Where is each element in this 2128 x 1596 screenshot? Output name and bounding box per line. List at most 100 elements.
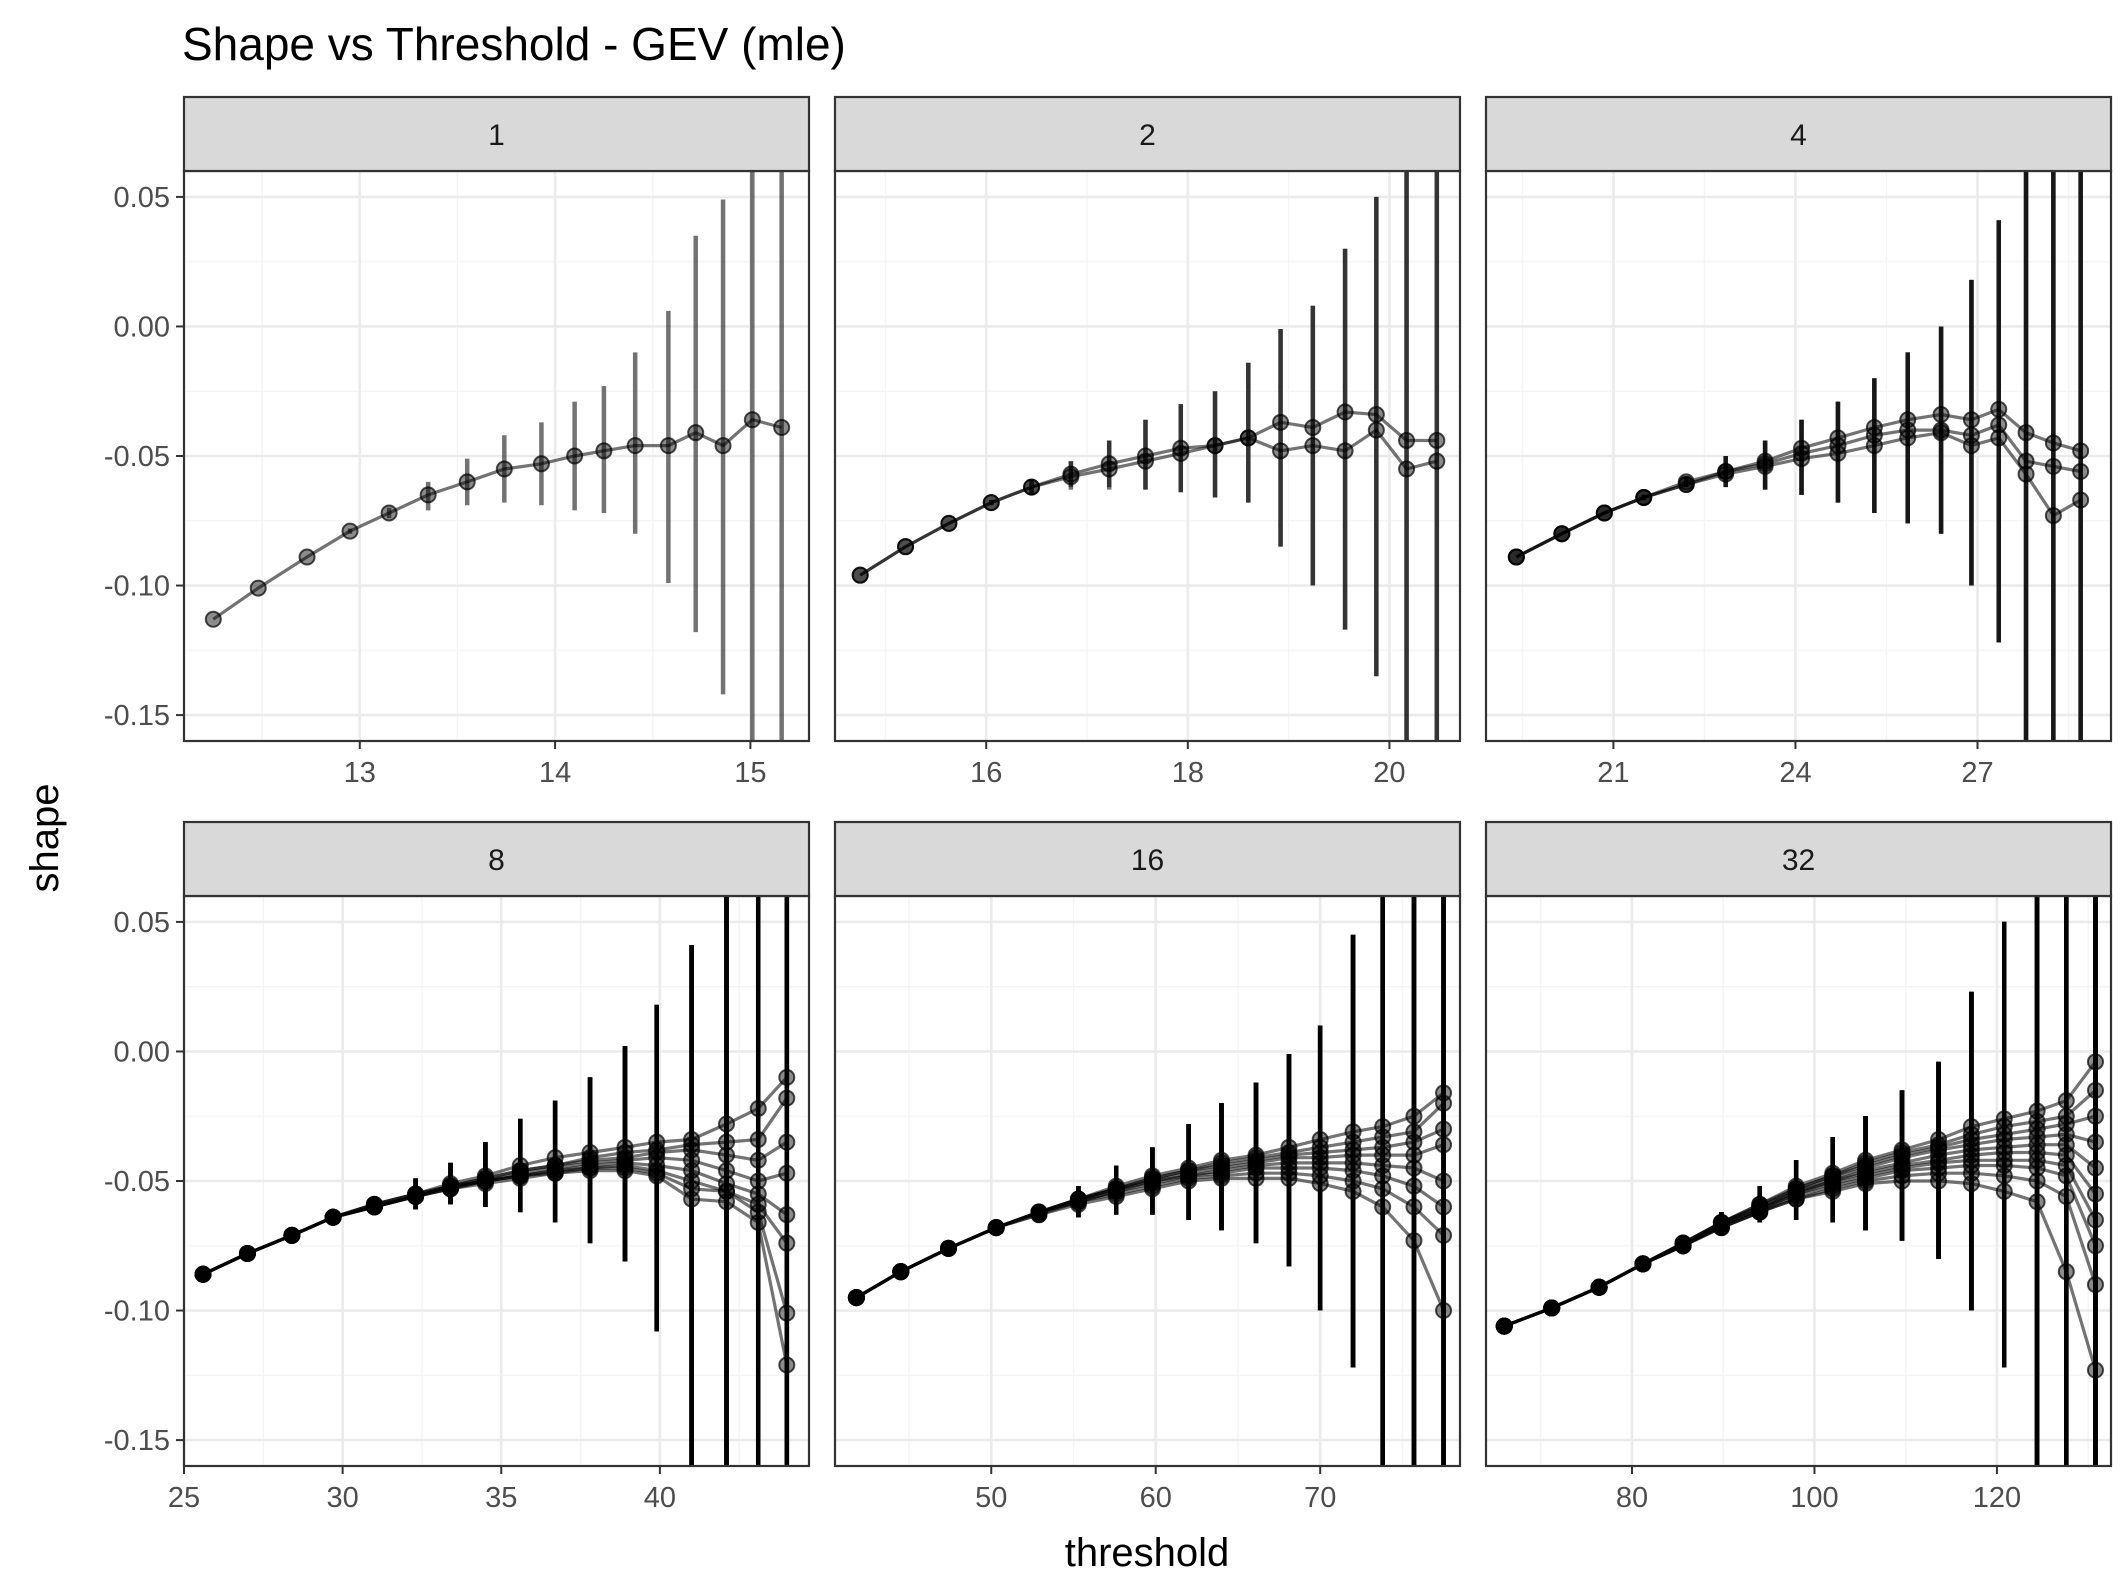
data-point <box>773 419 791 436</box>
x-tick-label: 18 <box>1172 757 1204 789</box>
data-point <box>1634 1255 1652 1273</box>
facet-panel-16: 16 50 60 70 <box>833 820 1462 1514</box>
y-tick-label: 0.00 <box>114 1036 170 1068</box>
y-tick-label: -0.05 <box>104 441 170 473</box>
series-line <box>1515 431 2082 559</box>
x-tick-label: 15 <box>734 757 766 789</box>
data-point <box>380 504 398 522</box>
x-tick-label: 25 <box>168 1482 200 1514</box>
data-point <box>495 460 513 478</box>
data-point <box>1635 488 1653 506</box>
data-point <box>2028 1193 2046 1211</box>
data-point <box>283 1226 301 1244</box>
data-point <box>1543 1299 1561 1317</box>
data-point <box>1595 504 1613 522</box>
data-point <box>1398 460 1416 478</box>
data-point <box>1143 1180 1161 1198</box>
data-point <box>2086 1361 2104 1379</box>
facet-strip-label: 2 <box>1139 119 1156 152</box>
data-point <box>1553 525 1571 543</box>
data-point <box>249 579 267 597</box>
data-point <box>1069 1195 1087 1213</box>
facet-strip <box>182 820 811 898</box>
data-point <box>546 1164 564 1182</box>
facet-strip-label: 8 <box>488 844 505 877</box>
data-point <box>1239 429 1257 447</box>
data-point <box>1751 1203 1769 1221</box>
data-point <box>1899 429 1917 447</box>
chart-title: Shape vs Threshold - GEV (mle) <box>182 18 846 70</box>
y-tick-label: 0.05 <box>114 182 170 214</box>
data-point <box>1590 1278 1608 1296</box>
facet-strip-label: 32 <box>1782 844 1815 877</box>
data-point <box>1990 429 2008 447</box>
data-point <box>194 1265 212 1283</box>
x-tick-label: 30 <box>326 1482 358 1514</box>
series-line <box>855 1176 1446 1312</box>
data-point <box>2072 491 2090 509</box>
data-point <box>581 1162 599 1180</box>
data-point <box>2017 465 2035 483</box>
data-point <box>1495 1317 1513 1335</box>
data-point <box>238 1245 256 1263</box>
facet-data <box>1507 171 2090 741</box>
data-point <box>1100 460 1118 478</box>
data-point <box>1304 437 1322 455</box>
series-16-8 <box>847 896 1453 1466</box>
data-point <box>1893 1172 1911 1190</box>
facet-strip <box>182 95 811 173</box>
data-point <box>897 538 915 556</box>
data-point <box>1272 442 1290 460</box>
y-tick-label: -0.15 <box>104 700 170 732</box>
y-tick-label: 0.05 <box>114 907 170 939</box>
data-point <box>1062 468 1080 486</box>
data-point <box>365 1198 383 1216</box>
data-point <box>1717 465 1735 483</box>
data-point <box>659 437 677 455</box>
series-line <box>202 1169 789 1366</box>
data-point <box>1435 1302 1453 1320</box>
facet-panel-32: 32 80 100 120 <box>1484 820 2113 1514</box>
data-point <box>1829 444 1847 462</box>
x-tick-label: 24 <box>1779 757 1811 789</box>
data-point <box>714 437 732 455</box>
series-line <box>212 417 783 621</box>
data-point <box>204 610 222 628</box>
x-axis-title: threshold <box>1065 1531 1230 1575</box>
y-tick-label: -0.15 <box>104 1425 170 1457</box>
facet-panel-4: 4 21 24 27 <box>1484 95 2113 789</box>
data-point <box>718 1193 736 1211</box>
data-point <box>1932 424 1950 442</box>
data-point <box>1857 1175 1875 1193</box>
data-point <box>1367 421 1385 439</box>
x-tick-label: 35 <box>485 1482 517 1514</box>
series-line <box>1503 1179 2098 1371</box>
x-tick-label: 16 <box>970 757 1002 789</box>
data-point <box>2044 507 2062 525</box>
data-point <box>341 522 359 540</box>
data-point <box>1428 452 1446 470</box>
data-point <box>1136 452 1154 470</box>
data-point <box>1023 478 1041 496</box>
data-point <box>1712 1219 1730 1237</box>
data-point <box>441 1180 459 1198</box>
y-tick-label: -0.10 <box>104 1296 170 1328</box>
facet-strip <box>1484 95 2113 173</box>
data-point <box>1793 450 1811 468</box>
facet-panel-8: 8 0.05 0.00 -0.05 -0.10 -0.15 25 30 35 40 <box>104 820 811 1514</box>
facet-strip <box>833 95 1462 173</box>
x-tick-label: 14 <box>539 757 571 789</box>
data-point <box>1787 1190 1805 1208</box>
x-tick-label: 21 <box>1597 757 1629 789</box>
data-point <box>1336 442 1354 460</box>
data-point <box>1280 1169 1298 1187</box>
x-tick-label: 80 <box>1616 1482 1648 1514</box>
data-point <box>940 514 958 532</box>
data-point <box>298 548 316 566</box>
data-point <box>1344 1182 1362 1200</box>
series-4-3 <box>1507 171 2090 741</box>
x-tick-label: 13 <box>344 757 376 789</box>
data-point <box>648 1167 666 1185</box>
data-point <box>616 1162 634 1180</box>
